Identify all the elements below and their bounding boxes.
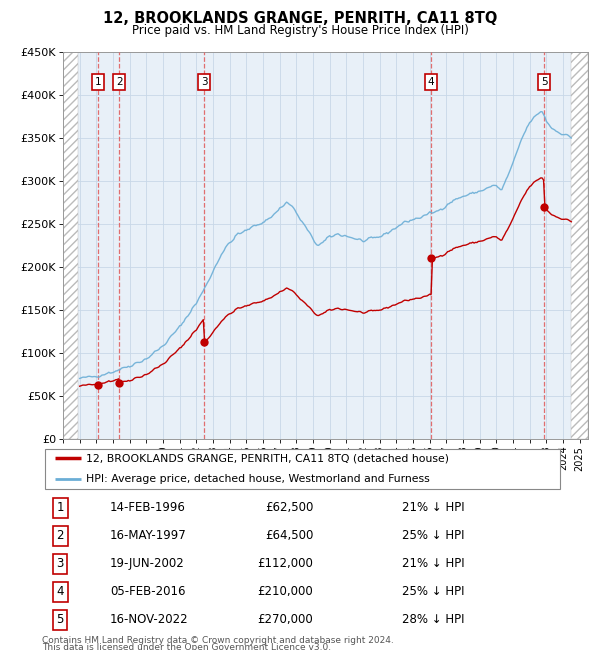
Text: 4: 4 (56, 586, 64, 598)
Text: 19-JUN-2002: 19-JUN-2002 (110, 558, 185, 571)
Text: This data is licensed under the Open Government Licence v3.0.: This data is licensed under the Open Gov… (42, 644, 331, 650)
Text: 1: 1 (56, 502, 64, 515)
Text: 16-MAY-1997: 16-MAY-1997 (110, 529, 187, 542)
Text: £210,000: £210,000 (257, 586, 313, 598)
Text: 25% ↓ HPI: 25% ↓ HPI (402, 529, 464, 542)
Text: 21% ↓ HPI: 21% ↓ HPI (402, 502, 465, 515)
Bar (571, 52, 588, 439)
Text: 25% ↓ HPI: 25% ↓ HPI (402, 586, 464, 598)
Text: 3: 3 (56, 558, 64, 571)
Text: 12, BROOKLANDS GRANGE, PENRITH, CA11 8TQ (detached house): 12, BROOKLANDS GRANGE, PENRITH, CA11 8TQ… (86, 453, 449, 463)
Text: 2: 2 (116, 77, 122, 87)
Text: 16-NOV-2022: 16-NOV-2022 (110, 614, 188, 627)
Text: 3: 3 (200, 77, 208, 87)
Text: £62,500: £62,500 (265, 502, 313, 515)
FancyBboxPatch shape (44, 448, 560, 489)
Text: 2: 2 (56, 529, 64, 542)
Text: 14-FEB-1996: 14-FEB-1996 (110, 502, 186, 515)
Text: 12, BROOKLANDS GRANGE, PENRITH, CA11 8TQ: 12, BROOKLANDS GRANGE, PENRITH, CA11 8TQ (103, 11, 497, 26)
Text: 4: 4 (428, 77, 434, 87)
Text: 5: 5 (541, 77, 548, 87)
Text: 5: 5 (56, 614, 64, 627)
Text: £64,500: £64,500 (265, 529, 313, 542)
Text: 1: 1 (95, 77, 101, 87)
Text: Contains HM Land Registry data © Crown copyright and database right 2024.: Contains HM Land Registry data © Crown c… (42, 636, 394, 645)
Bar (63, 52, 79, 439)
Text: £112,000: £112,000 (257, 558, 313, 571)
Text: 28% ↓ HPI: 28% ↓ HPI (402, 614, 464, 627)
Text: £270,000: £270,000 (257, 614, 313, 627)
Text: HPI: Average price, detached house, Westmorland and Furness: HPI: Average price, detached house, West… (86, 474, 430, 484)
Text: Price paid vs. HM Land Registry's House Price Index (HPI): Price paid vs. HM Land Registry's House … (131, 24, 469, 37)
Text: 05-FEB-2016: 05-FEB-2016 (110, 586, 185, 598)
Text: 21% ↓ HPI: 21% ↓ HPI (402, 558, 465, 571)
